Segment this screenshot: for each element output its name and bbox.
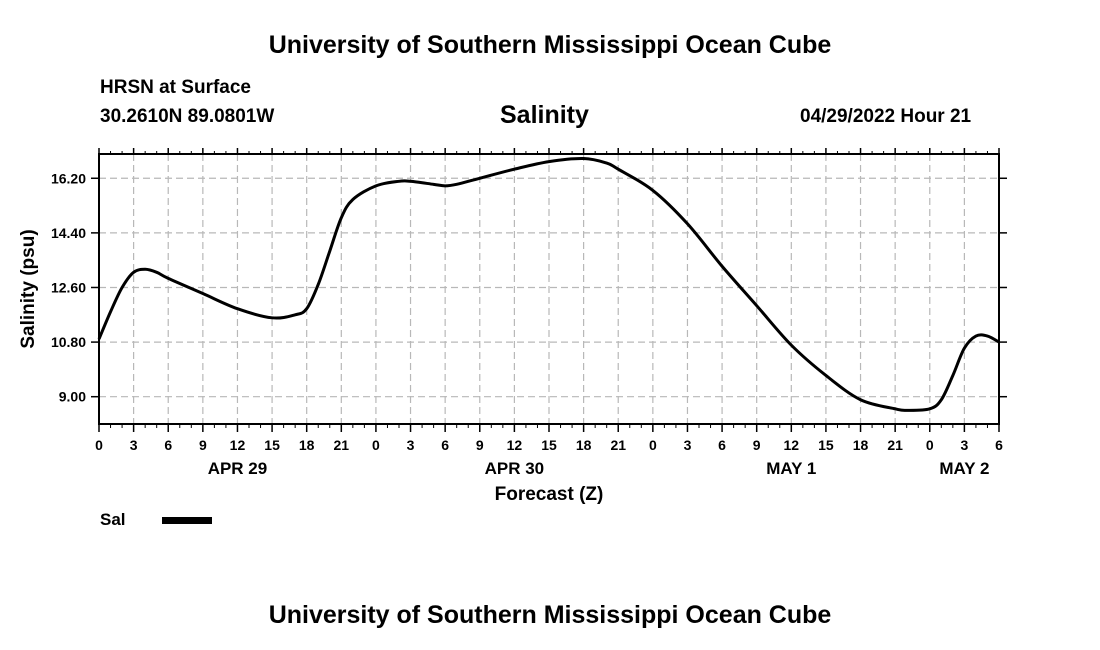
data-point — [975, 335, 977, 337]
legend-line-swatch — [162, 517, 212, 524]
data-point — [340, 216, 343, 219]
y-tick-label: 14.40 — [51, 225, 86, 241]
x-axis-label: Forecast (Z) — [495, 484, 604, 505]
data-point — [202, 292, 204, 295]
data-point — [271, 317, 273, 319]
x-tick-label: 0 — [95, 437, 103, 453]
data-point — [109, 310, 112, 313]
x-tick-label: 6 — [164, 437, 172, 453]
x-tick-label: 12 — [507, 437, 523, 453]
data-point — [305, 307, 308, 310]
data-point — [398, 180, 400, 183]
axis-labels: 0 3 6 9 12 15 18 21 0 3 6 9 12 15 18 21 0 3 6 9 12 15 18 21 0 3 6 9… — [18, 170, 1003, 505]
data-point — [144, 268, 146, 271]
legend-label: Sal — [100, 510, 126, 529]
axis-ticks — [91, 148, 1007, 432]
data-point — [721, 265, 723, 268]
x-tick-label: 9 — [199, 437, 207, 453]
data-point — [790, 344, 793, 346]
y-tick-label: 10.80 — [51, 334, 86, 350]
data-point — [409, 180, 412, 183]
data-point — [617, 168, 620, 170]
x-tick-label: 6 — [995, 437, 1003, 453]
y-tick-label: 12.60 — [51, 279, 86, 295]
x-tick-label: 15 — [264, 437, 280, 453]
data-point — [236, 307, 239, 310]
x-tick-label: 21 — [610, 437, 626, 453]
data-point — [121, 286, 123, 289]
data-point — [513, 168, 516, 170]
data-point — [928, 408, 931, 410]
x-tick-label: 3 — [684, 437, 692, 453]
x-tick-label: 15 — [541, 437, 557, 453]
day-label: APR 30 — [485, 459, 545, 478]
data-point — [328, 250, 331, 252]
data-point — [940, 398, 943, 401]
x-tick-label: 0 — [372, 437, 380, 453]
data-point — [455, 183, 458, 186]
data-point — [859, 398, 862, 401]
x-tick-label: 9 — [476, 437, 484, 453]
station-coordinates: 30.2610N 89.0801W — [100, 106, 275, 127]
x-tick-label: 21 — [334, 437, 350, 453]
data-point — [652, 189, 654, 192]
footer-title: University of Southern Mississippi Ocean… — [268, 601, 832, 629]
y-tick-label: 9.00 — [59, 389, 86, 405]
data-point — [352, 198, 354, 201]
x-tick-label: 15 — [818, 437, 834, 453]
x-tick-label: 21 — [887, 437, 903, 453]
data-point — [755, 304, 758, 307]
x-tick-label: 0 — [649, 437, 657, 453]
data-point — [605, 162, 608, 164]
data-point — [375, 185, 377, 187]
data-point — [952, 374, 954, 377]
x-tick-label: 0 — [926, 437, 934, 453]
data-point — [167, 277, 170, 280]
data-point — [432, 183, 435, 186]
forecast-datetime: 04/29/2022 Hour 21 — [800, 106, 972, 127]
x-tick-label: 3 — [960, 437, 968, 453]
day-label: MAY 1 — [766, 459, 816, 478]
x-tick-label: 18 — [299, 437, 315, 453]
data-point — [582, 157, 585, 160]
x-tick-label: 3 — [130, 437, 138, 453]
data-point — [132, 271, 135, 274]
data-point — [155, 271, 158, 274]
data-point — [894, 408, 896, 410]
y-tick-label: 16.20 — [51, 170, 86, 186]
data-point — [317, 283, 320, 286]
series-line-sal — [97, 157, 1000, 412]
data-point — [444, 185, 446, 187]
page-title: University of Southern Mississippi Ocean… — [268, 31, 832, 59]
data-point — [294, 313, 296, 316]
x-tick-label: 12 — [784, 437, 800, 453]
data-point — [905, 409, 908, 412]
data-point — [686, 222, 689, 225]
data-point — [548, 160, 550, 163]
data-point — [478, 177, 481, 180]
station-label: HRSN at Surface — [100, 77, 251, 98]
day-label: APR 29 — [208, 459, 268, 478]
x-tick-label: 12 — [230, 437, 246, 453]
data-point — [963, 347, 966, 349]
x-tick-label: 6 — [441, 437, 449, 453]
chart-title: Salinity — [500, 101, 589, 129]
day-label: MAY 2 — [939, 459, 989, 478]
x-tick-label: 6 — [718, 437, 726, 453]
data-point — [986, 335, 989, 337]
data-point — [825, 374, 827, 377]
x-tick-label: 3 — [407, 437, 415, 453]
series-layer — [97, 157, 1000, 412]
x-tick-label: 18 — [576, 437, 592, 453]
x-tick-label: 18 — [853, 437, 869, 453]
y-axis-label: Salinity (psu) — [18, 229, 39, 348]
grid-lines — [99, 154, 999, 424]
x-tick-label: 9 — [753, 437, 761, 453]
